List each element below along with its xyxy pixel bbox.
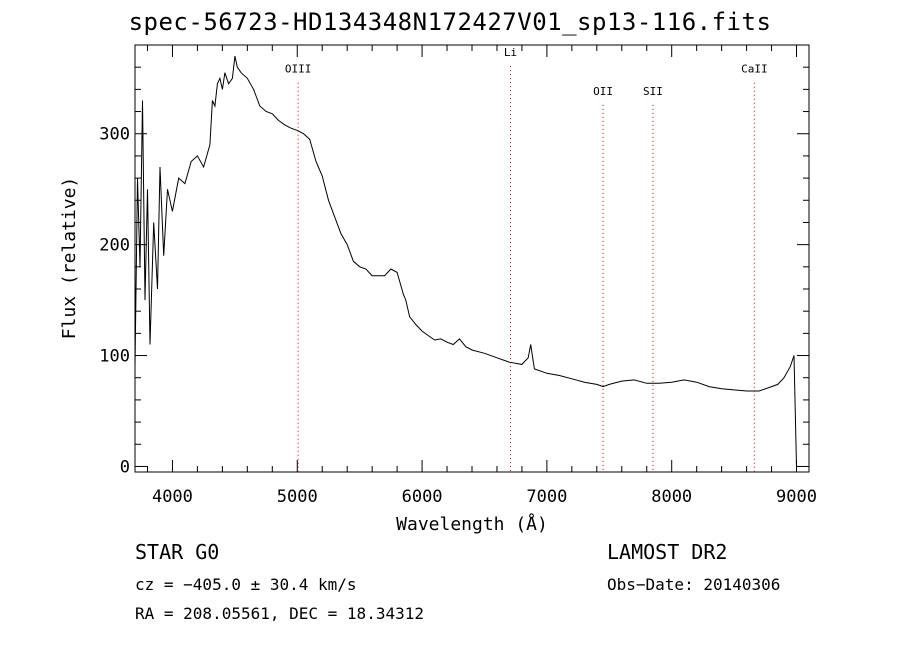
y-tick-label: 200: [99, 236, 130, 256]
coordinates: RA = 208.05561, DEC = 18.34312: [135, 604, 424, 623]
y-tick-label: 0: [120, 457, 130, 477]
spectral-line-markers: OIII Li OII SII CaII: [285, 46, 768, 472]
survey-name: LAMOST DR2: [607, 540, 728, 564]
x-tick-label: 8000: [651, 487, 692, 507]
chart-title: spec-56723-HD134348N172427V01_sp13-116.f…: [128, 8, 772, 36]
spectrum-series-line: [134, 55, 797, 467]
spectral-line-label: OIII: [285, 63, 312, 76]
y-tick-label: 300: [99, 125, 130, 145]
redshift-value: cz = −405.0 ± 30.4 km/s: [135, 575, 357, 594]
y-axis-label: Flux (relative): [59, 177, 80, 340]
x-axis-label: Wavelength (Å): [396, 513, 548, 535]
plot-frame: [134, 44, 810, 473]
spectral-line-label: SII: [643, 85, 663, 98]
spectral-class: STAR G0: [135, 540, 220, 564]
x-tick-label: 7000: [526, 487, 567, 507]
observation-date: Obs−Date: 20140306: [607, 575, 781, 594]
y-axis-ticks: 0 100 200 300: [99, 66, 809, 477]
x-axis-ticks: 4000 5000 6000 7000 8000 9000: [146, 45, 817, 507]
spectral-line-label: Li: [504, 46, 517, 59]
x-tick-label: 5000: [277, 487, 318, 507]
x-tick-label: 4000: [152, 487, 193, 507]
spectral-line-label: OII: [593, 85, 613, 98]
x-tick-label: 9000: [776, 487, 817, 507]
x-tick-label: 6000: [402, 487, 443, 507]
spectral-line-label: CaII: [741, 63, 768, 76]
y-tick-label: 100: [99, 347, 130, 367]
